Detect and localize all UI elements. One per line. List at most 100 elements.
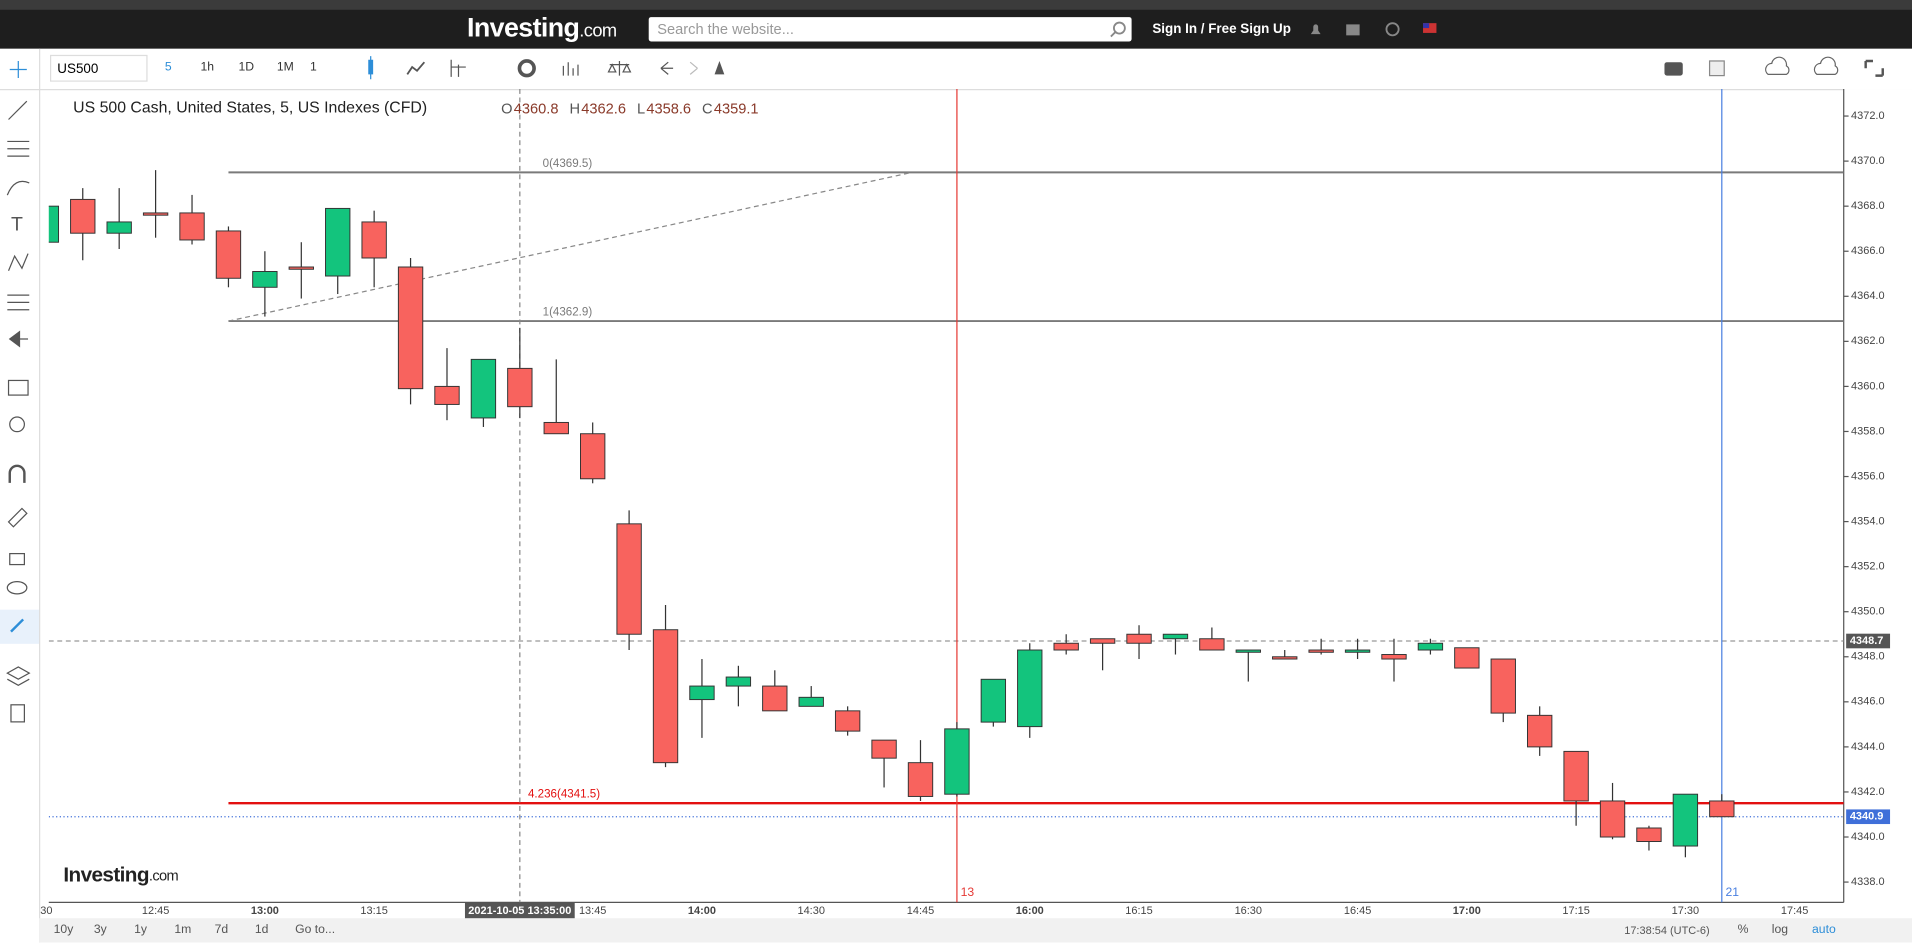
- interval-button[interactable]: 1D: [238, 60, 255, 75]
- prediction-tool[interactable]: [7, 294, 30, 311]
- ohlc-value: 4360.8: [514, 102, 559, 118]
- scale-option[interactable]: log: [1771, 923, 1789, 937]
- range-button[interactable]: 10y: [53, 923, 74, 937]
- line-tool[interactable]: [8, 100, 28, 120]
- delete-tool[interactable]: [10, 704, 25, 723]
- brush-tool[interactable]: [6, 180, 30, 196]
- price-axis: [1843, 89, 1912, 903]
- chart-toolbar: US500: [0, 48, 1912, 91]
- undo-icon[interactable]: [660, 61, 674, 75]
- measure-tool[interactable]: [7, 379, 29, 396]
- zoom-tool[interactable]: [9, 416, 25, 433]
- ohlc-label: H: [569, 102, 580, 118]
- x-tick-label: 12:45: [142, 905, 169, 917]
- bell-icon[interactable]: [1310, 24, 1321, 35]
- studies-icon[interactable]: [562, 62, 579, 76]
- candle-body: [1308, 649, 1334, 653]
- symbol-input[interactable]: US500: [49, 54, 148, 82]
- clock-icon[interactable]: [1385, 22, 1400, 37]
- lock-tool[interactable]: [9, 552, 25, 566]
- candle-body: [689, 685, 715, 701]
- bar-type-icon[interactable]: [450, 59, 466, 77]
- candle-body: [907, 762, 934, 797]
- sign-in[interactable]: Sign In / Free Sign Up: [1152, 21, 1291, 37]
- y-tick-label: 4358.0: [1851, 425, 1885, 437]
- candle-body: [871, 739, 897, 759]
- redo-icon[interactable]: [689, 61, 698, 75]
- alert-icon[interactable]: [714, 60, 725, 75]
- crosshair-tool[interactable]: [9, 60, 27, 79]
- visibility-tool[interactable]: [6, 581, 28, 595]
- footer-bar: [39, 918, 1912, 943]
- magnet-tool[interactable]: [8, 464, 26, 483]
- fib-tool[interactable]: [7, 140, 30, 157]
- x-tick-label: 14:45: [907, 905, 934, 917]
- candle-body: [1381, 654, 1407, 660]
- cloud-save-icon[interactable]: [1813, 56, 1839, 75]
- multiplier-select[interactable]: 1: [309, 60, 317, 75]
- last-price-label: 4340.9: [1850, 811, 1884, 823]
- layout-icon[interactable]: [1708, 60, 1725, 77]
- marker-label: 21: [1725, 885, 1739, 899]
- candle-body: [1272, 656, 1298, 660]
- candle-body: [834, 710, 861, 732]
- range-button[interactable]: Go to...: [295, 923, 336, 937]
- candle-body: [944, 728, 970, 795]
- settings-icon[interactable]: [517, 59, 536, 78]
- range-button[interactable]: 1y: [134, 923, 148, 937]
- ohlc-value: 4359.1: [714, 102, 759, 118]
- candle-body: [580, 433, 606, 480]
- candle-body: [1490, 658, 1516, 714]
- y-tick-label: 4360.0: [1851, 380, 1885, 392]
- interval-button[interactable]: 1h: [200, 60, 215, 75]
- candle-body: [798, 696, 824, 707]
- pattern-tool[interactable]: [7, 253, 29, 271]
- ohlc-label: C: [702, 102, 713, 118]
- y-tick-label: 4342.0: [1851, 786, 1885, 798]
- candle-body: [70, 198, 96, 234]
- plot-area: 0(4369.5) 1(4362.9) 4.236(4341.5) 13 21: [48, 89, 1844, 903]
- y-tick-label: 4348.0: [1851, 651, 1885, 663]
- text-tool[interactable]: T: [11, 214, 23, 236]
- candle-body: [179, 212, 205, 241]
- x-tick-label: 16:15: [1125, 905, 1152, 917]
- range-button[interactable]: 3y: [93, 923, 107, 937]
- scale-option[interactable]: auto: [1812, 923, 1836, 937]
- candle-body: [1417, 642, 1444, 651]
- cloud-load-icon[interactable]: [1765, 56, 1790, 75]
- y-tick-label: 4354.0: [1851, 515, 1885, 527]
- back-icon[interactable]: [8, 330, 29, 348]
- indicator-icon[interactable]: [406, 61, 426, 75]
- range-button[interactable]: 7d: [214, 923, 229, 937]
- fullscreen-icon[interactable]: [1864, 59, 1884, 77]
- link-tool[interactable]: [10, 618, 25, 633]
- watermark: Investing.com: [63, 864, 178, 887]
- x-tick-label: 14:00: [688, 905, 716, 917]
- search-box[interactable]: Search the website...: [648, 17, 1132, 42]
- logo[interactable]: Investing.com: [467, 12, 617, 44]
- candle-body: [1709, 800, 1735, 818]
- portfolio-icon[interactable]: [1346, 24, 1360, 36]
- layers-tool[interactable]: [6, 666, 31, 686]
- candle-body: [1563, 750, 1589, 802]
- ohlc-label: O: [501, 102, 512, 118]
- interval-button[interactable]: 1M: [276, 60, 294, 75]
- snapshot-icon[interactable]: [1664, 62, 1683, 76]
- candle-body: [1053, 642, 1079, 651]
- ohlc-label: L: [637, 102, 645, 118]
- candle-body: [1089, 638, 1116, 644]
- interval-button[interactable]: 5: [164, 60, 172, 75]
- lock-draw-tool[interactable]: [7, 507, 28, 528]
- scale-option[interactable]: %: [1737, 923, 1749, 937]
- range-button[interactable]: 1m: [174, 923, 192, 937]
- candle-body: [106, 221, 132, 234]
- flag-icon[interactable]: [1423, 23, 1437, 33]
- y-tick-label: 4356.0: [1851, 470, 1885, 482]
- x-tick-label: 13:15: [360, 905, 387, 917]
- range-button[interactable]: 1d: [254, 923, 269, 937]
- compare-icon[interactable]: [607, 60, 632, 76]
- candle-body: [507, 367, 533, 408]
- candle-body: [1235, 649, 1261, 653]
- crosshair-time-label: 2021-10-05 13:35:00: [468, 905, 571, 917]
